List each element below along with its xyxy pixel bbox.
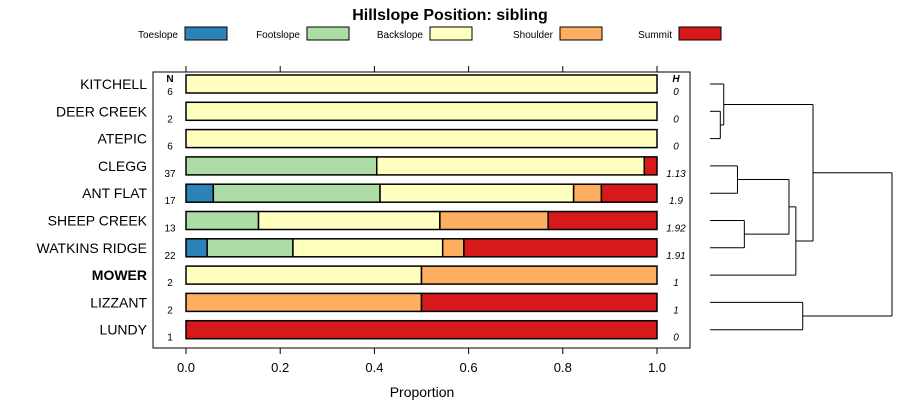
h-value-deer-creek: 0 [673,114,679,125]
legend-label-toeslope: Toeslope [138,30,178,41]
x-axis-label: Proportion [390,384,455,400]
h-value-watkins-ridge: 1.91 [666,251,685,262]
category-label-ant-flat: ANT FLAT [82,185,147,201]
h-value-kitchell: 0 [673,87,679,98]
h-value-atepic: 0 [673,142,679,153]
h-value-lizzant: 1 [673,305,679,316]
bar-deer-creek-backslope [185,101,658,122]
bar-mower-shoulder [420,265,658,285]
plot-frame [152,71,691,349]
bar-sheep-creek-footslope [185,210,260,231]
legend-swatch-backslope [429,26,473,41]
n-value-deer-creek: 2 [167,114,173,125]
bar-sheep-creek-summit [547,210,658,231]
bar-ant-flat-backslope [379,183,575,203]
x-tick-label: 0.6 [460,360,478,375]
bar-mower-backslope [185,265,423,285]
n-column-header: N [166,74,173,85]
bar-lizzant-shoulder [185,292,423,313]
category-label-watkins-ridge: WATKINS RIDGE [37,240,147,256]
h-value-ant-flat: 1.9 [669,196,683,207]
x-tick-label: 1.0 [648,360,666,375]
bar-sheep-creek-shoulder [439,210,549,231]
chart-title: Hillslope Position: sibling [352,7,548,24]
n-value-sheep-creek: 13 [164,224,176,235]
h-value-lundy: 0 [673,333,679,344]
x-axis: 0.0 0.2 0.4 0.6 0.8 1.0 [177,66,666,375]
bar-watkins-ridge-footslope [206,238,294,258]
bar-ant-flat-summit [600,183,658,203]
category-label-lizzant: LIZZANT [90,294,147,310]
legend-label-backslope: Backslope [377,30,424,41]
legend-label-summit: Summit [638,30,672,41]
h-value-mower: 1 [673,278,679,289]
bar-atepic-backslope [185,128,658,149]
bar-watkins-ridge-shoulder [441,238,465,258]
bar-watkins-ridge-backslope [292,238,444,258]
legend: Toeslope Footslope Backslope Shoulder Summit [138,26,722,41]
category-label-deer-creek: DEER CREEK [56,103,148,119]
category-label-atepic: ATEPIC [97,131,147,147]
x-tick-label: 0.8 [554,360,572,375]
legend-swatch-footslope [306,26,350,41]
bar-clegg-summit [643,156,658,176]
legend-label-footslope: Footslope [256,30,300,41]
x-tick-label: 0.4 [365,360,383,375]
n-value-ant-flat: 17 [164,196,176,207]
x-tick-label: 0.0 [177,360,195,375]
n-value-kitchell: 6 [167,87,173,98]
dendrogram [710,83,893,331]
category-label-kitchell: KITCHELL [80,76,147,92]
n-value-clegg: 37 [164,169,176,180]
bars [185,74,658,340]
bar-watkins-ridge-summit [463,238,658,258]
h-column-header: H [672,74,680,85]
x-tick-label: 0.2 [271,360,289,375]
n-value-lizzant: 2 [167,305,173,316]
n-value-lundy: 1 [167,333,173,344]
bar-clegg-backslope [376,156,646,176]
bar-watkins-ridge-toeslope [185,238,208,258]
bar-ant-flat-shoulder [572,183,603,203]
category-label-lundy: LUNDY [100,322,148,338]
bar-ant-flat-footslope [212,183,381,203]
bar-ant-flat-toeslope [185,183,215,203]
legend-swatch-toeslope [184,26,228,41]
category-label-sheep-creek: SHEEP CREEK [48,213,148,229]
h-value-clegg: 1.13 [666,169,686,180]
bar-clegg-footslope [185,156,378,176]
category-label-mower: MOWER [92,267,147,283]
legend-swatch-shoulder [559,26,603,41]
bar-kitchell-backslope [185,74,658,94]
n-value-watkins-ridge: 22 [164,251,176,262]
n-value-atepic: 6 [167,142,173,153]
legend-swatch-summit [678,26,722,41]
category-labels: KITCHELL 6 0 DEER CREEK 2 0 ATEPIC 6 0 CLEGG 37 1.1… [37,76,687,344]
legend-label-shoulder: Shoulder [513,30,554,41]
h-value-sheep-creek: 1.92 [666,224,686,235]
category-label-clegg: CLEGG [98,158,147,174]
bar-lizzant-summit [420,292,658,313]
bar-sheep-creek-backslope [257,210,441,231]
n-value-mower: 2 [167,278,173,289]
bar-lundy-summit [185,319,658,340]
